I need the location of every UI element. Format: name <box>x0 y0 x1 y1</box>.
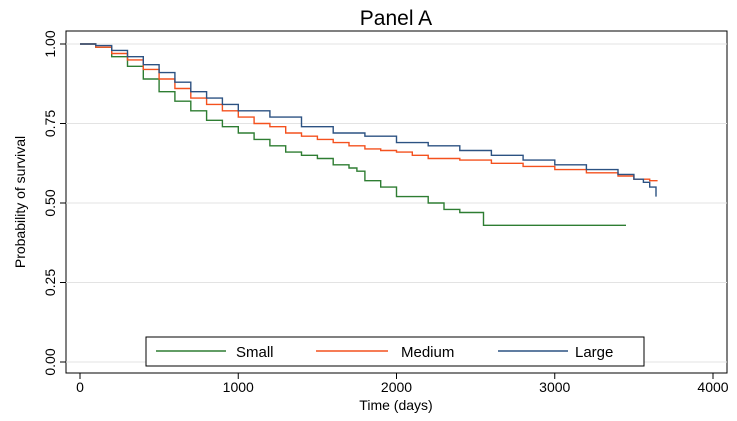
tick-labels: 0.00 0.25 0.50 0.75 1.00 0 1000 2000 3000 4000 <box>42 30 729 395</box>
series-line-medium <box>80 43 658 182</box>
y-axis-label: Probability of survival <box>12 136 28 268</box>
x-axis-label: Time (days) <box>359 397 432 413</box>
y-tick-label: 0.25 <box>42 269 58 296</box>
y-tick-label: 0.50 <box>42 189 58 216</box>
legend-label-large: Large <box>575 344 613 361</box>
x-tick-label: 3000 <box>539 379 570 395</box>
legend-label-medium: Medium <box>401 344 454 361</box>
x-tick-label: 0 <box>76 379 84 395</box>
chart-title: Panel A <box>360 7 432 30</box>
series-line-large <box>80 43 657 197</box>
series-line-small <box>80 43 626 226</box>
plot-area <box>65 30 728 374</box>
legend: Small Medium Large <box>145 336 645 367</box>
y-tick-label: 0.00 <box>42 348 58 375</box>
legend-label-small: Small <box>236 344 274 361</box>
x-tick-label: 2000 <box>381 379 412 395</box>
series-lines <box>80 43 658 226</box>
y-tick-label: 0.75 <box>42 110 58 137</box>
y-tick-label: 1.00 <box>42 30 58 57</box>
x-tick-label: 1000 <box>223 379 254 395</box>
x-tick-label: 4000 <box>697 379 728 395</box>
axes <box>60 43 714 379</box>
